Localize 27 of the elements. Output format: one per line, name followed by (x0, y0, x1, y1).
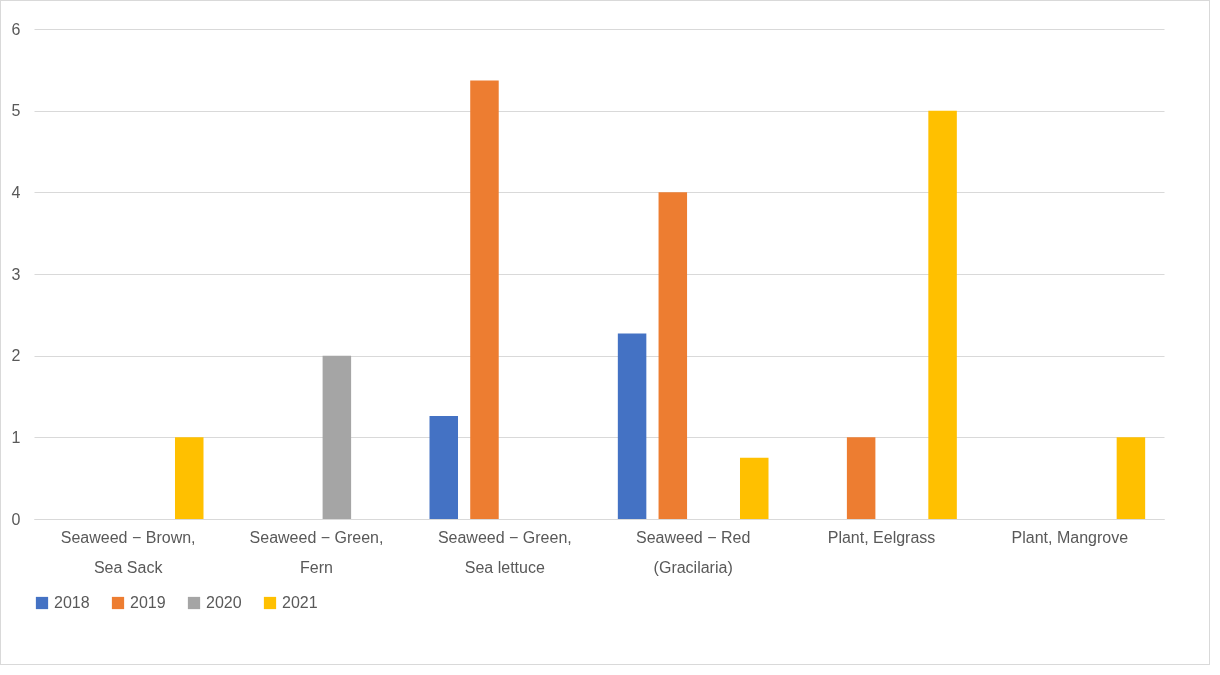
bar (175, 437, 204, 519)
x-tick-label: Plant, Eelgrass (827, 528, 936, 546)
y-tick-label: 6 (11, 20, 21, 38)
legend-label: 2018 (54, 594, 90, 611)
bar (429, 416, 458, 519)
bar (658, 192, 688, 519)
bar (470, 80, 499, 519)
x-tick-label: Seaweed − Green, Fern (249, 528, 384, 576)
x-tick-label: Plant, Mangrove (1011, 528, 1129, 546)
bar (928, 110, 957, 519)
legend-label: 2020 (206, 594, 242, 611)
bar (1116, 437, 1146, 519)
y-tick-label: 4 (11, 183, 21, 201)
y-tick-label: 5 (11, 102, 21, 120)
y-tick-label: 1 (11, 428, 21, 446)
bar (322, 355, 352, 519)
legend-label: 2021 (282, 594, 318, 611)
x-tick-label: Seaweed − Red (Gracilaria) (636, 528, 751, 576)
x-tick-label: Seaweed − Brown, Sea Sack (60, 528, 196, 576)
y-tick-label: 2 (11, 347, 21, 365)
y-tick-label: 0 (11, 510, 21, 528)
bar (846, 437, 876, 519)
bar (617, 333, 647, 519)
legend-label: 2019 (130, 594, 166, 611)
x-tick-label: Seaweed − Green, Sea lettuce (437, 528, 572, 576)
bar (740, 457, 769, 519)
y-tick-label: 3 (11, 265, 21, 283)
